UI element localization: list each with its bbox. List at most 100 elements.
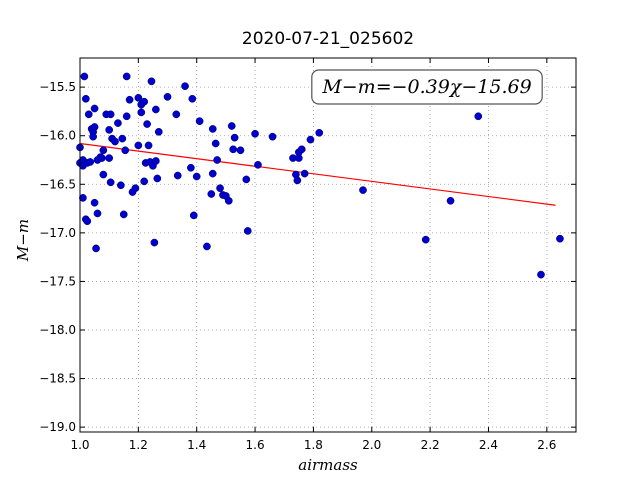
x-tick-label: 2.2 — [421, 438, 440, 452]
data-point — [90, 198, 99, 207]
data-point — [98, 154, 106, 162]
data-point — [216, 184, 224, 193]
x-tick-label: 1.2 — [129, 438, 148, 452]
data-point — [213, 156, 221, 164]
equation-box-border — [311, 69, 543, 105]
data-point — [144, 141, 153, 150]
x-tick-label: 2.6 — [537, 438, 556, 452]
data-point — [181, 82, 189, 91]
data-point — [203, 242, 211, 251]
data-point — [254, 161, 262, 169]
data-point — [152, 105, 160, 114]
data-point — [99, 170, 108, 179]
axis-ticks: 1.0 1.2 1.4 1.6 1.8 2.0 2.2 2.4 2.6 −15.5 −16.0 −16… — [39, 58, 576, 452]
fit-line-group — [79, 142, 556, 206]
data-point — [163, 93, 172, 101]
data-point — [105, 154, 114, 162]
x-tick-label: 2.4 — [479, 438, 498, 452]
data-point — [89, 132, 97, 141]
data-point — [306, 135, 315, 144]
data-point — [188, 94, 197, 103]
data-point — [90, 104, 99, 113]
data-point — [192, 172, 201, 181]
data-point — [105, 126, 114, 134]
data-point — [297, 145, 306, 154]
data-point — [421, 235, 430, 244]
x-tick-label: 2.0 — [362, 438, 381, 452]
fit-line — [79, 142, 556, 206]
data-point — [99, 146, 108, 155]
data-point — [208, 125, 217, 133]
data-point — [143, 120, 151, 128]
data-point — [230, 133, 239, 142]
data-point — [187, 163, 195, 172]
data-point — [227, 122, 236, 130]
data-point — [122, 112, 131, 121]
data-point — [119, 210, 128, 219]
data-point — [251, 129, 259, 138]
data-point — [83, 217, 92, 226]
data-point — [106, 110, 115, 119]
data-point — [147, 77, 156, 86]
data-point — [300, 169, 309, 178]
data-point — [173, 171, 182, 180]
data-point — [236, 146, 245, 155]
y-tick-label: −17.0 — [39, 226, 76, 240]
y-tick-label: −17.5 — [39, 274, 76, 288]
data-points — [76, 72, 564, 279]
chart-title: 2020-07-21_025602 — [242, 29, 414, 49]
data-point — [90, 123, 99, 131]
y-tick-label: −16.0 — [39, 129, 76, 143]
y-tick-label: −19.0 — [39, 420, 76, 434]
data-point — [474, 112, 483, 121]
data-point — [195, 117, 204, 125]
data-point — [150, 238, 159, 247]
y-tick-label: −15.5 — [39, 80, 76, 94]
data-point — [134, 93, 143, 102]
data-point — [208, 169, 217, 178]
data-point — [137, 108, 146, 117]
data-point — [446, 196, 455, 205]
y-axis-label: M−m — [14, 219, 32, 262]
data-point — [207, 190, 216, 198]
x-tick-label: 1.8 — [304, 438, 323, 452]
data-point — [268, 132, 277, 141]
data-point — [224, 196, 233, 205]
data-point — [189, 211, 198, 220]
x-axis-label: airmass — [298, 456, 358, 474]
data-point — [131, 184, 140, 193]
y-tick-label: −16.5 — [39, 177, 76, 191]
data-point — [140, 177, 149, 186]
data-point — [93, 209, 102, 218]
data-point — [134, 141, 143, 150]
data-point — [154, 127, 163, 136]
data-point — [79, 194, 87, 202]
data-point — [118, 134, 127, 143]
data-point — [140, 97, 149, 106]
plot-frame — [79, 57, 577, 433]
data-point — [315, 128, 324, 137]
data-point — [537, 270, 545, 279]
data-point — [116, 181, 125, 190]
y-tick-label: −18.0 — [39, 323, 76, 337]
data-point — [211, 139, 220, 148]
data-point — [293, 176, 302, 185]
data-point — [92, 244, 100, 253]
data-point — [114, 119, 122, 127]
data-point — [80, 72, 89, 81]
fit-equation: M−m=−0.39χ−15.69 — [321, 76, 531, 98]
data-point — [121, 146, 130, 155]
data-point — [243, 227, 252, 235]
data-point — [359, 186, 367, 194]
data-point — [152, 157, 160, 165]
fit-equation-box: M−m=−0.39χ−15.69 — [311, 69, 543, 105]
data-point — [172, 110, 181, 119]
data-point — [242, 175, 251, 184]
data-point — [86, 158, 95, 166]
x-tick-label: 1.6 — [246, 438, 265, 452]
data-point — [229, 145, 238, 154]
data-point — [556, 234, 564, 243]
data-point — [111, 137, 119, 146]
data-point — [122, 72, 131, 81]
